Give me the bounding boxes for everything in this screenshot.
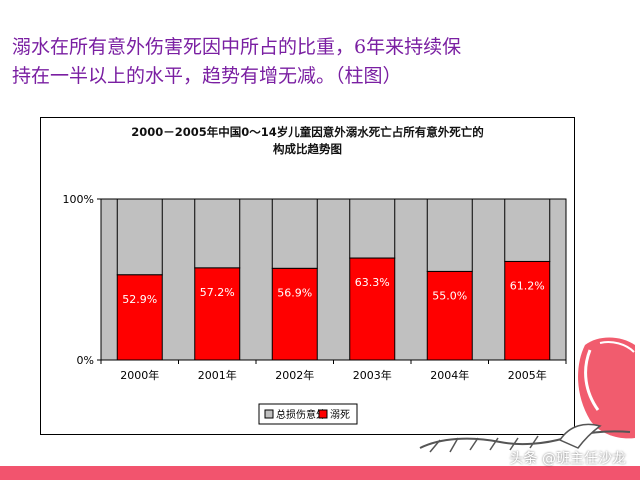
x-tick-label: 2004年 [430,368,469,382]
bar-drowning [194,267,241,361]
chart-title-line-2: 构成比趋势图 [273,142,342,156]
bar-other [349,198,396,259]
plot-area [100,198,567,361]
x-tick-label: 2003年 [353,368,392,382]
bar-drowning [504,260,551,361]
legend-label-drowning: 溺死 [330,409,350,421]
data-label: 55.0% [432,289,467,302]
footer-band [0,466,640,480]
bar-drowning [426,270,473,361]
chart-svg: 100% 0% 52.9% 2000年 57.2% 2001年 56.9% 2002年 63.3… [63,193,567,425]
chart-title: 2000－2005年中国0～14岁儿童因意外溺水死亡占所有意外死亡的 构成比趋势… [41,124,574,158]
watermark: 头条 @班主任沙龙 [509,451,626,467]
legend-box [258,403,358,425]
bar-other [426,198,473,272]
bar-other [504,198,551,262]
bar-drowning [116,274,163,361]
bar-other [271,198,318,269]
legend-swatch-other [264,409,274,419]
slide-text: 溺水在所有意外伤害死因中所占的比重，6年来持续保 持在一半以上的水平，趋势有增无… [12,33,572,91]
slide-text-line-2: 持在一半以上的水平，趋势有增无减。（柱图） [12,65,402,87]
legend-label-other: 总损伤意外 [276,408,326,421]
chart-frame: 100% 0% 52.9% 2000年 57.2% 2001年 56.9% 2002年 63.3… [40,117,575,435]
x-tick-label: 2002年 [275,368,314,382]
chart-title-line-1: 2000－2005年中国0～14岁儿童因意外溺水死亡占所有意外死亡的 [131,125,484,139]
bar-drowning [271,267,318,361]
bar-other [194,198,241,269]
x-tick-label: 2000年 [120,368,159,382]
y-tick-label: 0% [77,354,94,367]
data-label: 52.9% [122,293,157,306]
data-label: 56.9% [277,286,312,299]
slide-text-line-1: 溺水在所有意外伤害死因中所占的比重，6年来持续保 [12,36,462,58]
y-tick-label: 100% [63,193,94,206]
bar-drowning [349,257,396,361]
x-tick-label: 2001年 [198,368,237,382]
legend-swatch-drowning [318,409,328,419]
x-tick-label: 2005年 [508,368,547,382]
data-label: 63.3% [355,276,390,289]
data-label: 61.2% [510,279,545,292]
data-label: 57.2% [200,286,235,299]
